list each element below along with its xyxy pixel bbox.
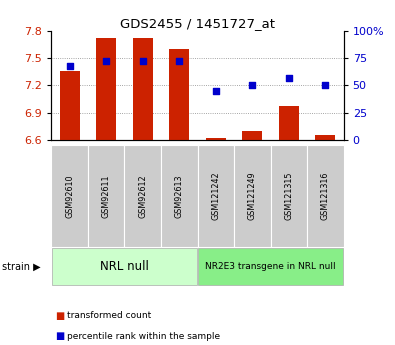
Bar [96,38,116,140]
Bar [315,135,335,140]
Bar [242,131,262,140]
Text: GSM92612: GSM92612 [138,174,147,218]
Text: GSM92610: GSM92610 [65,174,74,218]
Text: GSM92611: GSM92611 [102,174,111,218]
Bar [169,49,189,140]
Point [139,59,146,64]
Bar [133,38,153,140]
Bar [206,138,226,140]
Text: percentile rank within the sample: percentile rank within the sample [67,332,220,341]
Title: GDS2455 / 1451727_at: GDS2455 / 1451727_at [120,17,275,30]
Point [103,59,109,64]
Point [66,63,73,69]
Bar [279,106,299,140]
Text: GSM121316: GSM121316 [321,171,330,220]
Text: GSM121249: GSM121249 [248,171,257,220]
Point [213,88,219,93]
Text: strain ▶: strain ▶ [2,262,41,272]
Text: NR2E3 transgene in NRL null: NR2E3 transgene in NRL null [205,262,336,271]
Point [249,83,256,88]
Point [322,83,329,88]
Bar [60,71,80,140]
Text: GSM121242: GSM121242 [211,171,220,220]
Text: ■: ■ [55,311,64,321]
Point [286,75,292,80]
Text: transformed count: transformed count [67,311,151,320]
Text: GSM92613: GSM92613 [175,174,184,218]
Text: ■: ■ [55,332,64,341]
Text: NRL null: NRL null [100,260,149,273]
Point [176,59,182,64]
Text: GSM121315: GSM121315 [284,171,293,220]
